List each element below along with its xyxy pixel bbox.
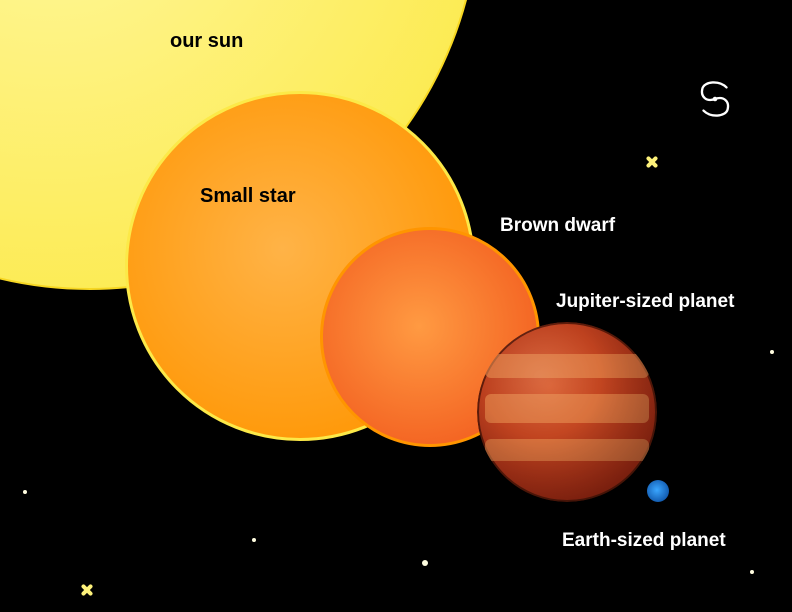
jupiter-label: Jupiter-sized planet	[556, 291, 734, 313]
brown-dwarf-label: Brown dwarf	[500, 215, 615, 237]
jupiter-band	[485, 354, 649, 377]
star-dot-icon	[750, 570, 754, 574]
jupiter-body	[477, 322, 657, 502]
jupiter-band	[485, 394, 649, 423]
star-dot-icon	[422, 560, 428, 566]
star-sparkle-icon	[80, 583, 94, 597]
jupiter-band	[485, 439, 649, 461]
star-dot-icon	[252, 538, 256, 542]
earth-body	[647, 480, 669, 502]
diagram-canvas: our sun Small star Brown dwarf Jupiter-s…	[0, 0, 792, 612]
star-sparkle-icon	[645, 155, 659, 169]
star-dot-icon	[770, 350, 774, 354]
sun-label: our sun	[170, 30, 243, 53]
galaxy-icon	[694, 78, 736, 120]
earth-label: Earth-sized planet	[562, 530, 726, 552]
small-star-label: Small star	[200, 185, 296, 208]
star-dot-icon	[23, 490, 27, 494]
